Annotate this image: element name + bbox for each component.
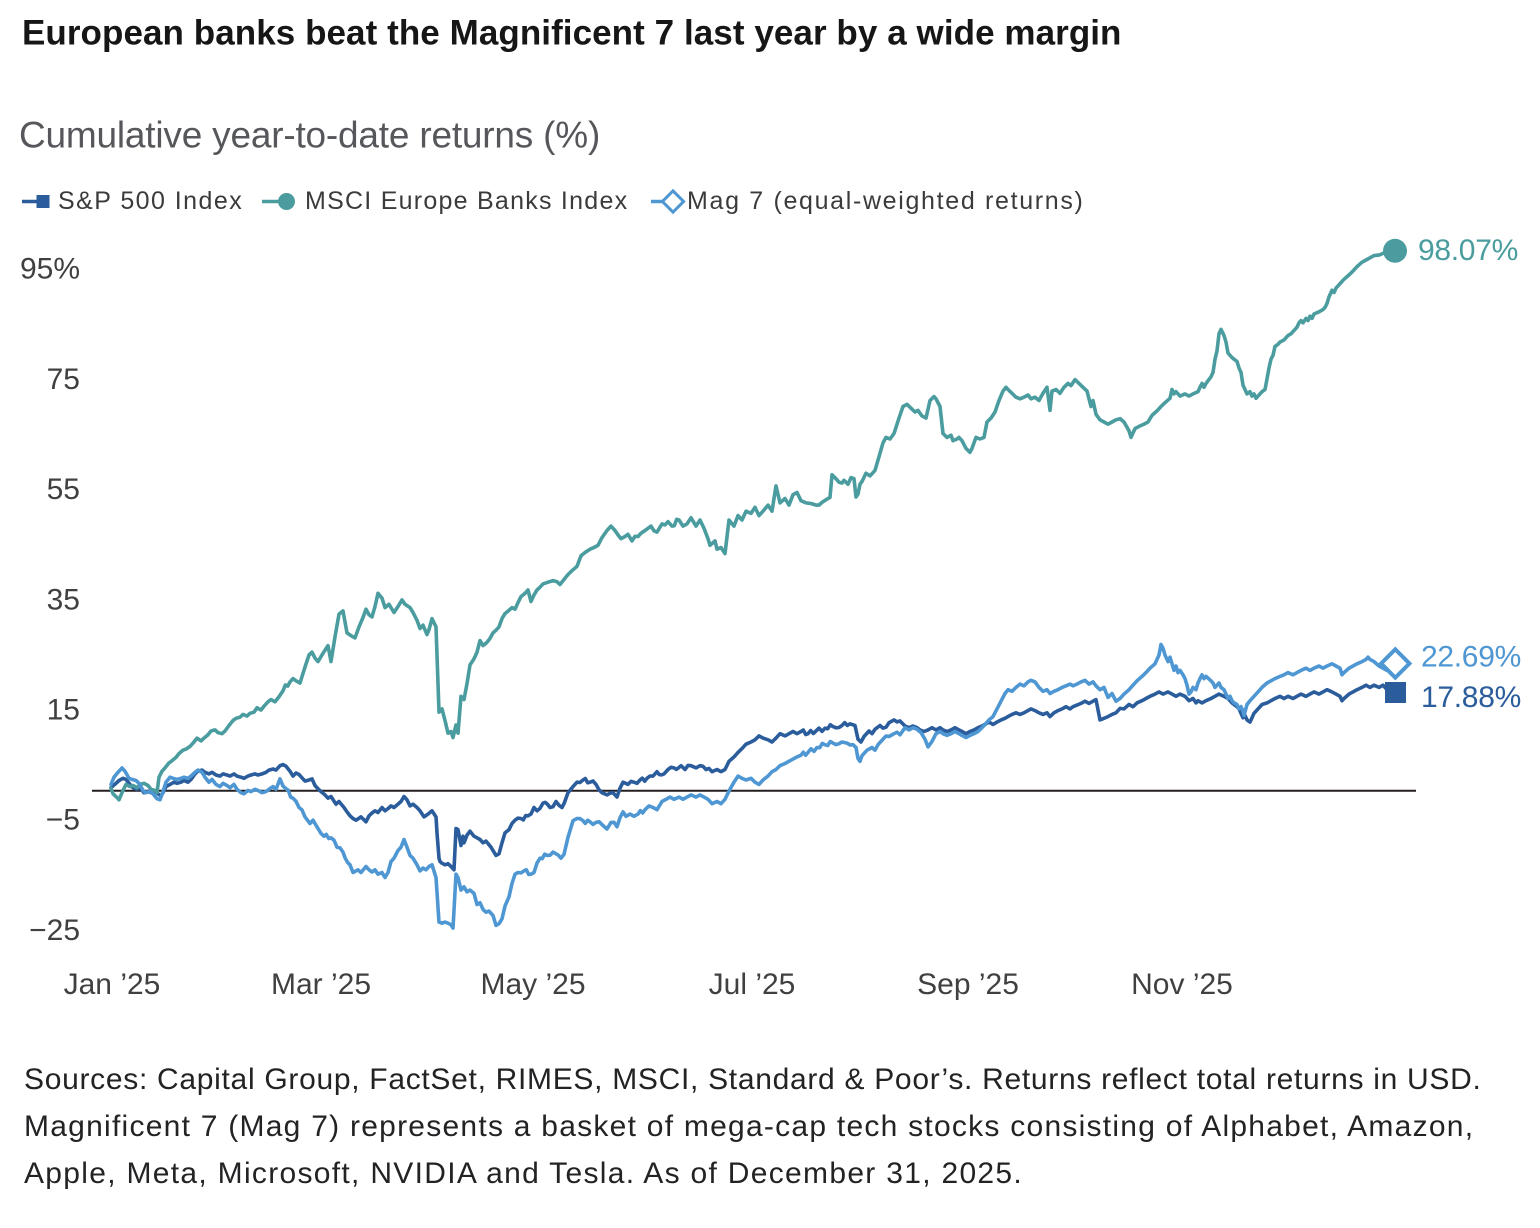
- svg-text:Sources: Capital Group, FactSe: Sources: Capital Group, FactSet, RIMES, …: [24, 1063, 1482, 1096]
- svg-text:55: 55: [47, 473, 80, 506]
- svg-text:Sep ’25: Sep ’25: [917, 968, 1019, 1001]
- svg-text:Cumulative year-to-date return: Cumulative year-to-date returns (%): [19, 115, 600, 156]
- svg-text:May ’25: May ’25: [480, 968, 585, 1001]
- svg-text:Mar ’25: Mar ’25: [271, 968, 371, 1001]
- svg-text:European banks beat the Magnif: European banks beat the Magnificent 7 la…: [22, 14, 1122, 53]
- svg-text:−5: −5: [46, 804, 80, 837]
- svg-text:35: 35: [47, 583, 80, 616]
- svg-text:Apple, Meta, Microsoft, NVIDIA: Apple, Meta, Microsoft, NVIDIA and Tesla…: [24, 1157, 1023, 1190]
- svg-text:Mag 7 (equal-weighted returns): Mag 7 (equal-weighted returns): [687, 187, 1085, 215]
- svg-text:15: 15: [47, 694, 80, 727]
- svg-text:75: 75: [47, 363, 80, 396]
- svg-text:−25: −25: [29, 914, 80, 947]
- svg-text:Magnificent 7 (Mag 7) represen: Magnificent 7 (Mag 7) represents a baske…: [24, 1110, 1474, 1143]
- svg-text:Jan ’25: Jan ’25: [64, 968, 161, 1001]
- svg-text:Nov ’25: Nov ’25: [1131, 968, 1233, 1001]
- svg-text:98.07%: 98.07%: [1418, 234, 1518, 267]
- svg-text:17.88%: 17.88%: [1421, 681, 1521, 714]
- svg-text:MSCI Europe Banks Index: MSCI Europe Banks Index: [305, 187, 628, 215]
- svg-text:95%: 95%: [20, 253, 80, 286]
- svg-text:Jul ’25: Jul ’25: [709, 968, 796, 1001]
- svg-text:S&P 500 Index: S&P 500 Index: [58, 187, 243, 215]
- svg-text:22.69%: 22.69%: [1421, 641, 1521, 674]
